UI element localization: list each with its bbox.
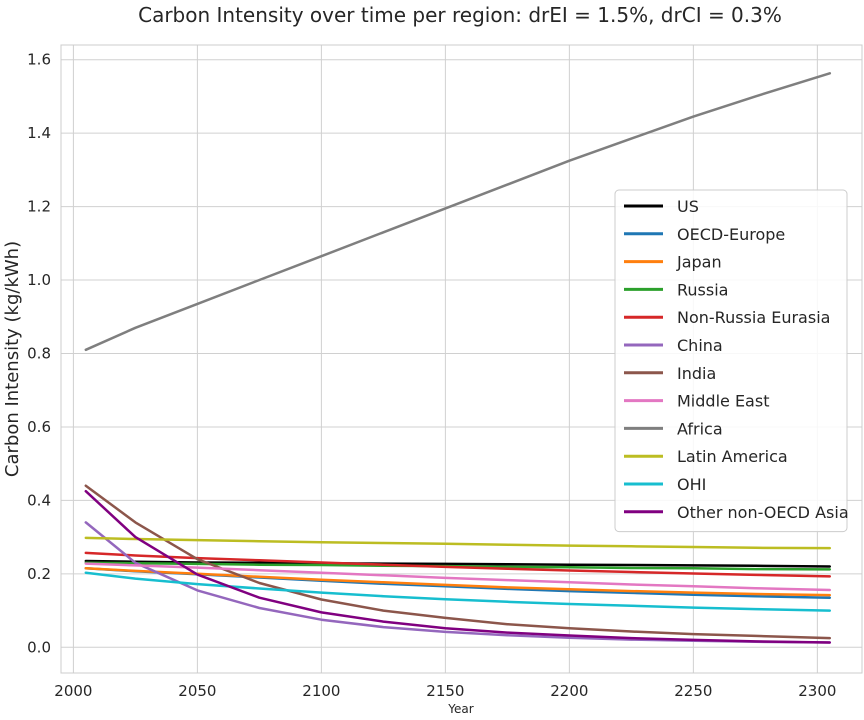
x-axis-label: Year	[447, 702, 473, 716]
legend-label-africa: Africa	[677, 419, 723, 438]
legend-label-non-russia-eurasia: Non-Russia Eurasia	[677, 308, 830, 327]
series-line-other-non-oecd-asia	[84, 489, 832, 644]
x-tick-label: 2000	[54, 682, 92, 700]
series-lines	[84, 72, 832, 644]
y-tick-label: 0.6	[27, 418, 51, 436]
legend-label-japan: Japan	[676, 253, 722, 272]
y-tick-label: 1.6	[27, 51, 51, 69]
y-tick-label: 1.0	[27, 271, 51, 289]
series-line-africa	[84, 72, 832, 352]
legend-label-middle-east: Middle East	[677, 392, 769, 411]
legend-label-russia: Russia	[677, 280, 728, 299]
x-tick-label: 2300	[798, 682, 836, 700]
x-tick-label: 2050	[178, 682, 216, 700]
y-axis-label: Carbon Intensity (kg/kWh)	[2, 241, 23, 477]
y-tick-label: 0.8	[27, 344, 51, 362]
legend-label-us: US	[677, 197, 699, 216]
legend-label-latin-america: Latin America	[677, 447, 788, 466]
legend-label-ohi: OHI	[677, 475, 706, 494]
y-tick-label: 1.4	[27, 124, 51, 142]
series-line-ohi	[84, 571, 832, 612]
legend-label-india: India	[677, 364, 716, 383]
chart-title: Carbon Intensity over time per region: d…	[138, 3, 782, 27]
y-tick-label: 0.4	[27, 491, 51, 509]
series-line-india	[84, 484, 832, 640]
series-line-us	[84, 559, 832, 568]
legend-label-other-non-oecd-asia: Other non-OECD Asia	[677, 503, 849, 522]
y-tick-label: 1.2	[27, 198, 51, 216]
y-tick-label: 0.2	[27, 565, 51, 583]
x-tick-label: 2250	[674, 682, 712, 700]
legend: US OECD-Europe Japan Russia Non-Russia Euras…	[614, 189, 849, 533]
plot-frame	[60, 44, 863, 674]
x-tick-label: 2200	[550, 682, 588, 700]
legend-box	[614, 189, 848, 533]
legend-label-china: China	[677, 336, 723, 355]
legend-label-oecd-europe: OECD-Europe	[677, 225, 785, 244]
series-line-latin-america	[84, 536, 832, 550]
y-tick-label: 0.0	[27, 638, 51, 656]
series-line-middle-east	[84, 562, 832, 592]
x-tick-label: 2150	[426, 682, 464, 700]
tick-labels: 2000 2050 2100 2150 2200 2250 2300 0.0 0.2 0.4 0.6…	[27, 51, 836, 700]
x-tick-label: 2100	[302, 682, 340, 700]
